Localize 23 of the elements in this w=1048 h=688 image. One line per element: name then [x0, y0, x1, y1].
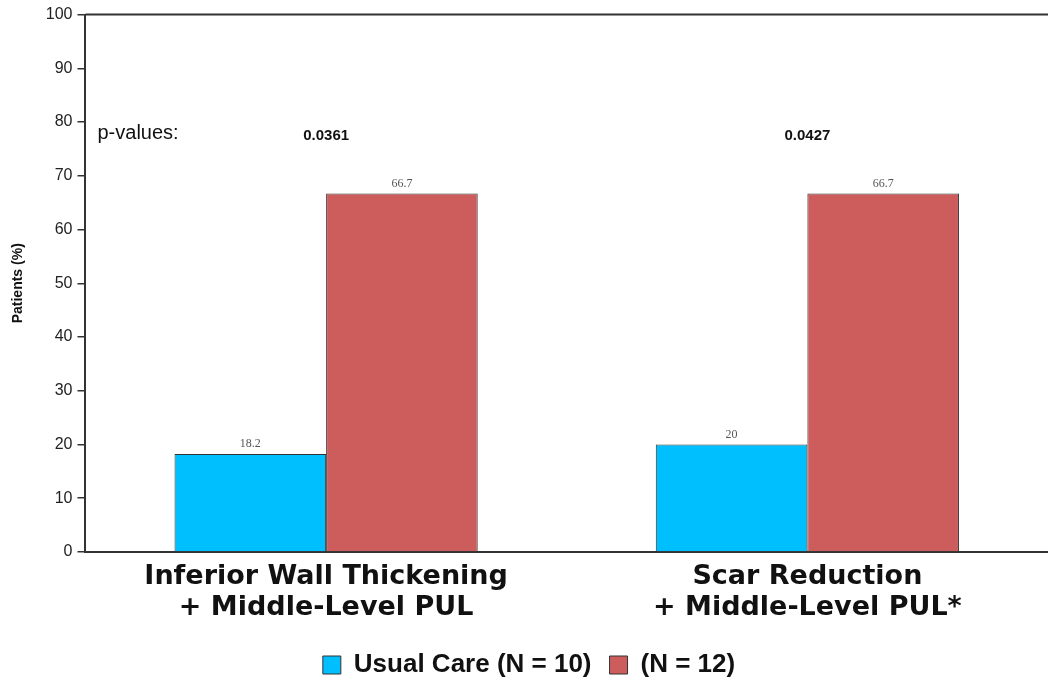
x-tick-label: Inferior Wall Thickening + Middle-Level PUL	[144, 559, 508, 622]
data-label: 66.7	[872, 175, 894, 190]
y-tick-label: 90	[54, 58, 73, 76]
y-tick-label: 0	[63, 542, 73, 560]
y-tick-label: 80	[54, 112, 73, 130]
legend-label: Usual Care (N = 10)	[353, 648, 592, 679]
y-axis-title: Patients (%)	[9, 243, 26, 324]
data-label: 66.7	[391, 175, 413, 190]
legend-label: (N = 12)	[640, 648, 736, 679]
data-label: 20	[725, 426, 738, 441]
annotation: 0.0427	[784, 125, 831, 143]
y-tick-label: 60	[54, 219, 73, 237]
y-tick-label: 40	[54, 327, 73, 345]
data-label: 18.2	[239, 436, 261, 451]
y-tick-label: 30	[54, 381, 73, 399]
y-tick-label: 50	[54, 273, 73, 291]
annotation: p-values:	[97, 121, 179, 144]
y-tick-label: 20	[54, 434, 73, 452]
y-tick-label: 70	[54, 166, 73, 184]
y-tick-label: 10	[54, 488, 73, 506]
y-tick-label: 100	[45, 5, 73, 23]
annotation: 0.0361	[303, 125, 350, 143]
x-tick-label: Scar Reduction + Middle-Level PUL*	[653, 559, 962, 622]
